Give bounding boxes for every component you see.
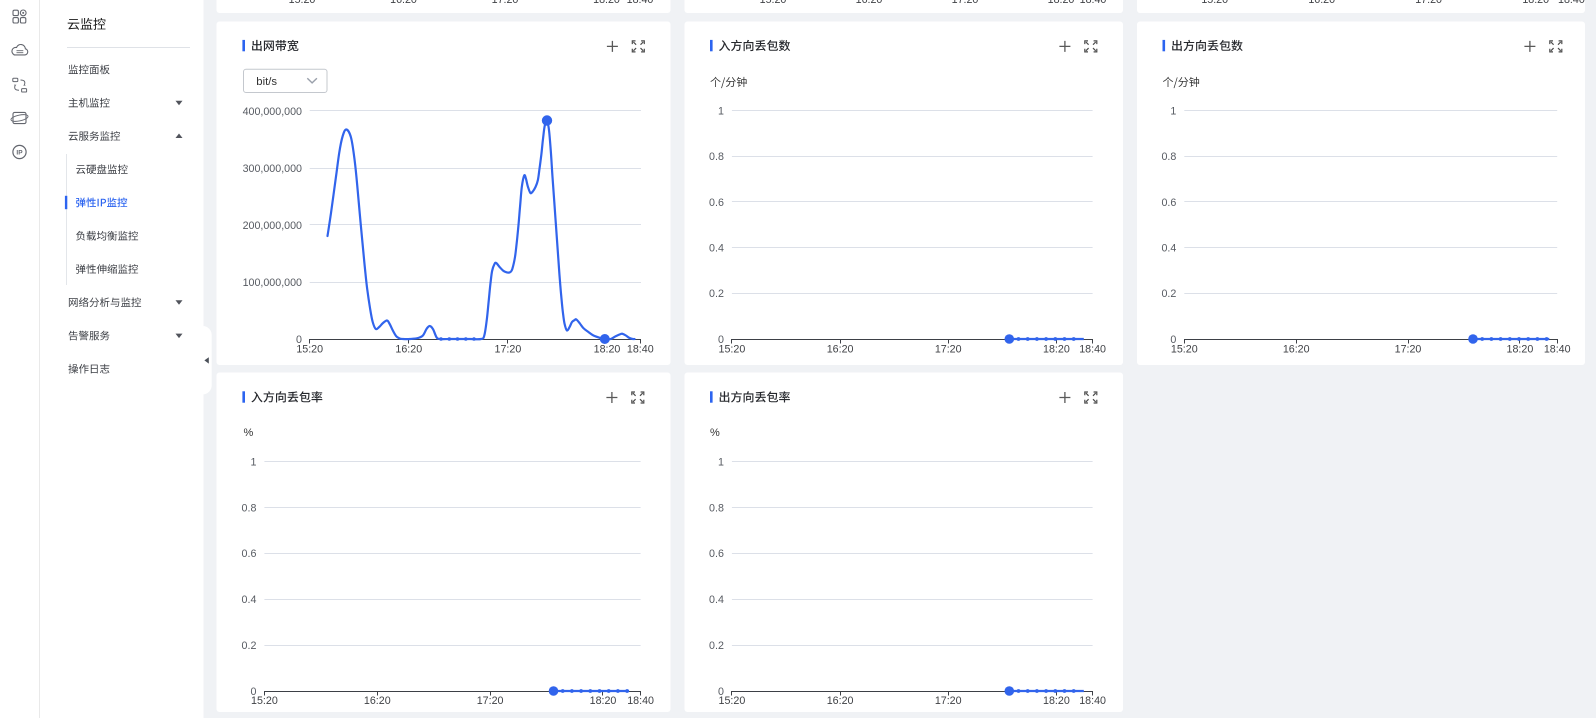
svg-text:18:20: 18:20 [1507, 344, 1534, 356]
svg-text:18:40: 18:40 [1544, 344, 1571, 356]
svg-text:1: 1 [718, 457, 724, 469]
svg-text:0.8: 0.8 [709, 151, 724, 163]
svg-text:200,000,000: 200,000,000 [243, 220, 302, 232]
svg-text:18:20: 18:20 [590, 695, 617, 707]
svg-text:18:20: 18:20 [594, 344, 621, 356]
svg-text:18:40: 18:40 [1079, 695, 1106, 707]
svg-text:17:20: 17:20 [492, 0, 519, 6]
svg-text:15:20: 15:20 [1171, 344, 1198, 356]
svg-text:0.4: 0.4 [709, 594, 724, 606]
svg-text:17:20: 17:20 [1395, 344, 1422, 356]
svg-text:%: % [710, 427, 720, 439]
svg-text:17:20: 17:20 [495, 344, 522, 356]
svg-text:0: 0 [296, 334, 302, 346]
svg-text:16:20: 16:20 [390, 0, 417, 6]
svg-text:0.4: 0.4 [242, 594, 257, 606]
svg-text:15:20: 15:20 [760, 0, 787, 6]
svg-text:0.6: 0.6 [709, 197, 724, 209]
svg-text:0.4: 0.4 [709, 243, 724, 255]
svg-text:15:20: 15:20 [296, 344, 323, 356]
svg-text:15:20: 15:20 [251, 695, 278, 707]
svg-text:0.4: 0.4 [1161, 243, 1176, 255]
svg-text:0.2: 0.2 [1161, 288, 1176, 300]
svg-text:15:20: 15:20 [719, 695, 746, 707]
svg-text:1: 1 [250, 457, 256, 469]
svg-text:%: % [244, 427, 254, 439]
svg-text:17:20: 17:20 [1415, 0, 1442, 6]
svg-text:1: 1 [1170, 105, 1176, 117]
svg-text:17:20: 17:20 [935, 344, 962, 356]
svg-text:0.2: 0.2 [242, 640, 257, 652]
svg-text:16:20: 16:20 [856, 0, 883, 6]
svg-text:18:40: 18:40 [1558, 0, 1585, 6]
svg-text:0.8: 0.8 [1161, 151, 1176, 163]
svg-text:17:20: 17:20 [952, 0, 979, 6]
svg-text:15:20: 15:20 [719, 344, 746, 356]
svg-text:0.6: 0.6 [242, 548, 257, 560]
svg-text:18:20: 18:20 [1043, 344, 1070, 356]
svg-text:300,000,000: 300,000,000 [243, 163, 302, 175]
svg-text:16:20: 16:20 [395, 344, 422, 356]
svg-text:18:20: 18:20 [1048, 0, 1075, 6]
svg-text:18:20: 18:20 [593, 0, 620, 6]
svg-text:IP: IP [16, 150, 23, 157]
svg-text:16:20: 16:20 [364, 695, 391, 707]
svg-text:0: 0 [718, 686, 724, 698]
svg-text:16:20: 16:20 [827, 344, 854, 356]
svg-text:0: 0 [250, 686, 256, 698]
svg-text:18:40: 18:40 [627, 0, 654, 6]
svg-text:18:20: 18:20 [1043, 695, 1070, 707]
svg-text:18:40: 18:40 [627, 344, 654, 356]
svg-text:0.6: 0.6 [1161, 197, 1176, 209]
svg-text:0.2: 0.2 [709, 640, 724, 652]
svg-text:16:20: 16:20 [1283, 344, 1310, 356]
svg-text:0.2: 0.2 [709, 288, 724, 300]
svg-text:18:40: 18:40 [1080, 0, 1107, 6]
svg-text:0: 0 [1170, 334, 1176, 346]
svg-text:17:20: 17:20 [935, 695, 962, 707]
svg-text:18:40: 18:40 [627, 695, 654, 707]
svg-text:0: 0 [718, 334, 724, 346]
svg-text:0.8: 0.8 [242, 502, 257, 514]
svg-text:15:20: 15:20 [1201, 0, 1228, 6]
svg-text:1: 1 [718, 105, 724, 117]
svg-text:0.6: 0.6 [709, 548, 724, 560]
svg-text:400,000,000: 400,000,000 [243, 106, 302, 118]
svg-text:0.8: 0.8 [709, 502, 724, 514]
svg-text:18:40: 18:40 [1079, 344, 1106, 356]
svg-text:16:20: 16:20 [827, 695, 854, 707]
svg-text:18:20: 18:20 [1522, 0, 1549, 6]
svg-text:15:20: 15:20 [289, 0, 316, 6]
svg-text:100,000,000: 100,000,000 [243, 277, 302, 289]
svg-text:16:20: 16:20 [1308, 0, 1335, 6]
svg-text:bit/s: bit/s [256, 76, 277, 88]
svg-text:17:20: 17:20 [477, 695, 504, 707]
